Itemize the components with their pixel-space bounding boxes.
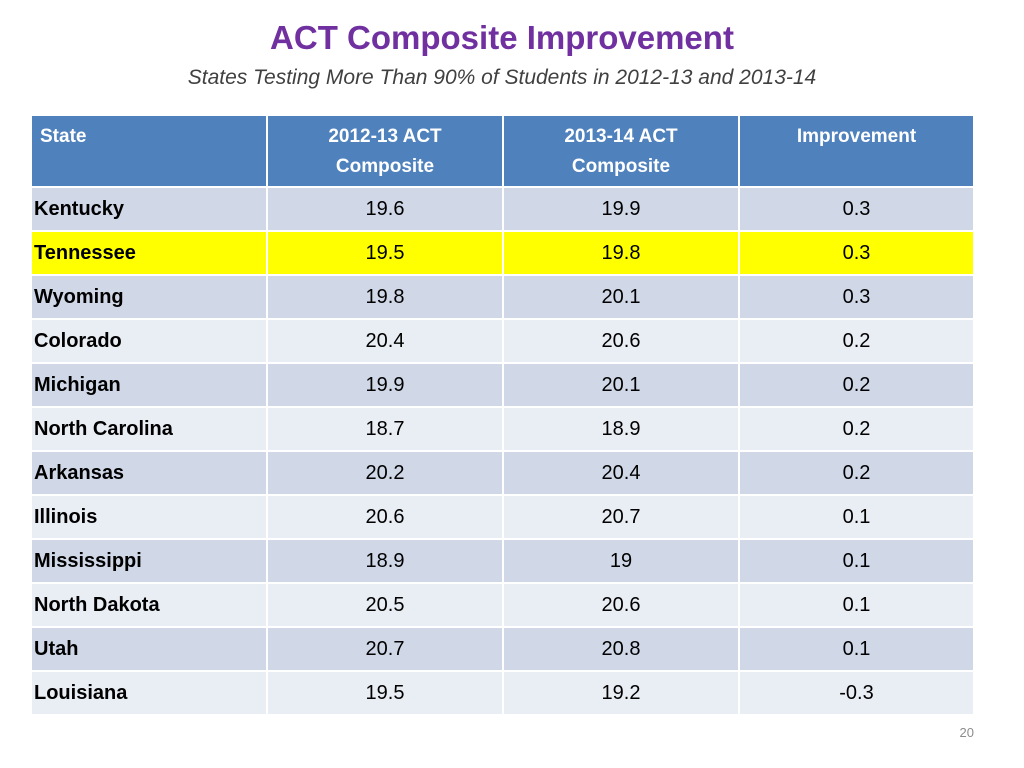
act-table: State 2012-13 ACT Composite 2013-14 ACT … [30, 114, 975, 716]
table-row: Arkansas 20.2 20.4 0.2 [30, 450, 975, 496]
cell-2013-14-composite: 19.2 [502, 670, 740, 716]
cell-improvement: 0.3 [738, 274, 975, 320]
column-header-2012-13: 2012-13 ACT Composite [266, 114, 504, 188]
cell-state: Colorado [30, 318, 268, 364]
table-body: Kentucky 19.6 19.9 0.3 Tennessee 19.5 19.8 0.3 W… [30, 186, 975, 716]
table-row: Wyoming 19.8 20.1 0.3 [30, 274, 975, 320]
column-header-state: State [30, 114, 268, 188]
cell-improvement: 0.1 [738, 582, 975, 628]
page-number: 20 [959, 725, 974, 740]
column-header-improvement: Improvement [738, 114, 975, 188]
cell-2013-14-composite: 19.8 [502, 230, 740, 276]
slide-title: ACT Composite Improvement [270, 19, 734, 56]
cell-state: Mississippi [30, 538, 268, 584]
cell-2013-14-composite: 19.9 [502, 186, 740, 232]
table-row: Michigan 19.9 20.1 0.2 [30, 362, 975, 408]
table-row: Louisiana 19.5 19.2 -0.3 [30, 670, 975, 716]
cell-state: North Carolina [30, 406, 268, 452]
cell-state: Arkansas [30, 450, 268, 496]
cell-2013-14-composite: 20.7 [502, 494, 740, 540]
cell-2013-14-composite: 19 [502, 538, 740, 584]
table-row: North Dakota 20.5 20.6 0.1 [30, 582, 975, 628]
cell-improvement: 0.2 [738, 318, 975, 364]
column-header-label: 2013-14 ACT [564, 126, 678, 147]
column-header-label: Improvement [796, 126, 917, 147]
table-row: North Carolina 18.7 18.9 0.2 [30, 406, 975, 452]
slide-subtitle: States Testing More Than 90% of Students… [187, 66, 817, 89]
table-row: Mississippi 18.9 19 0.1 [30, 538, 975, 584]
column-header-2013-14: 2013-14 ACT Composite [502, 114, 740, 188]
cell-2013-14-composite: 18.9 [502, 406, 740, 452]
column-header-label-line2: Composite [571, 156, 671, 177]
cell-improvement: 0.1 [738, 626, 975, 672]
cell-2012-13-composite: 20.2 [266, 450, 504, 496]
table-header-row: State 2012-13 ACT Composite 2013-14 ACT … [30, 114, 975, 188]
cell-state: North Dakota [30, 582, 268, 628]
cell-state: Louisiana [30, 670, 268, 716]
cell-state: Michigan [30, 362, 268, 408]
cell-2013-14-composite: 20.8 [502, 626, 740, 672]
cell-state: Wyoming [30, 274, 268, 320]
cell-state: Tennessee [30, 230, 268, 276]
column-header-label: State [40, 126, 87, 147]
table-row: Illinois 20.6 20.7 0.1 [30, 494, 975, 540]
cell-2012-13-composite: 20.7 [266, 626, 504, 672]
cell-improvement: 0.2 [738, 450, 975, 496]
table-row: Tennessee 19.5 19.8 0.3 [30, 230, 975, 276]
cell-2012-13-composite: 18.7 [266, 406, 504, 452]
cell-2012-13-composite: 20.5 [266, 582, 504, 628]
cell-2013-14-composite: 20.4 [502, 450, 740, 496]
cell-2013-14-composite: 20.6 [502, 318, 740, 364]
cell-2012-13-composite: 19.9 [266, 362, 504, 408]
cell-state: Kentucky [30, 186, 268, 232]
cell-2013-14-composite: 20.1 [502, 274, 740, 320]
cell-2012-13-composite: 20.4 [266, 318, 504, 364]
cell-improvement: 0.3 [738, 230, 975, 276]
cell-improvement: 0.2 [738, 362, 975, 408]
cell-2012-13-composite: 19.5 [266, 670, 504, 716]
cell-2012-13-composite: 20.6 [266, 494, 504, 540]
cell-2012-13-composite: 19.5 [266, 230, 504, 276]
cell-improvement: 0.2 [738, 406, 975, 452]
cell-state: Utah [30, 626, 268, 672]
cell-improvement: 0.3 [738, 186, 975, 232]
cell-2012-13-composite: 19.8 [266, 274, 504, 320]
cell-2013-14-composite: 20.1 [502, 362, 740, 408]
cell-improvement: 0.1 [738, 494, 975, 540]
column-header-label-line2: Composite [335, 156, 435, 177]
table-row: Kentucky 19.6 19.9 0.3 [30, 186, 975, 232]
table-row: Utah 20.7 20.8 0.1 [30, 626, 975, 672]
cell-2013-14-composite: 20.6 [502, 582, 740, 628]
table-row: Colorado 20.4 20.6 0.2 [30, 318, 975, 364]
cell-state: Illinois [30, 494, 268, 540]
column-header-label: 2012-13 ACT [328, 126, 442, 147]
cell-2012-13-composite: 18.9 [266, 538, 504, 584]
cell-2012-13-composite: 19.6 [266, 186, 504, 232]
cell-improvement: -0.3 [738, 670, 975, 716]
cell-improvement: 0.1 [738, 538, 975, 584]
